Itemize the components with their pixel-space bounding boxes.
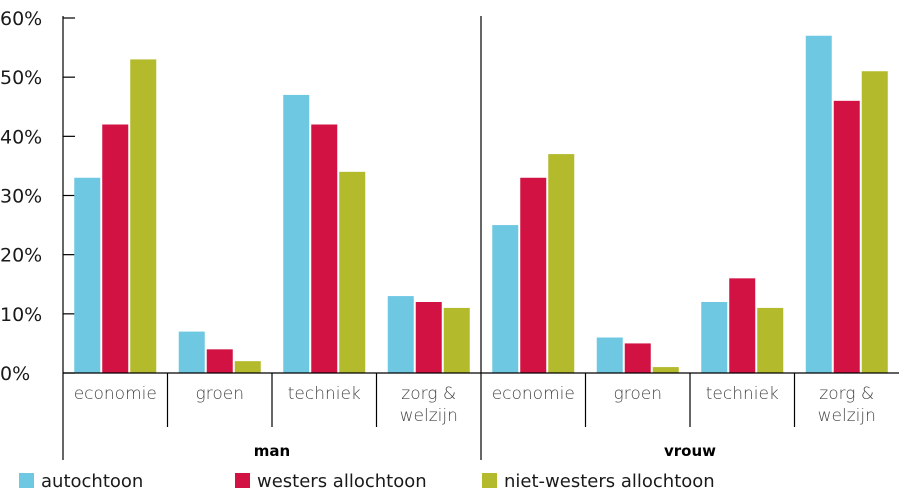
- legend-swatch: [482, 473, 497, 488]
- bar-vrouw-2: [548, 154, 575, 373]
- category-labels: economie groen techniek zorg &welzijneconom…: [74, 384, 876, 426]
- category-label: economie: [492, 384, 575, 404]
- category-label: zorg &: [401, 384, 456, 404]
- bar-vrouw-1: [833, 100, 860, 373]
- category-label: welzijn: [818, 406, 876, 426]
- y-tick-label: 30%: [0, 186, 42, 208]
- bar-man-1: [415, 302, 442, 373]
- bar-man-0: [178, 331, 205, 373]
- group-labels: man vrouw: [254, 442, 716, 460]
- bar-vrouw-1: [624, 343, 651, 373]
- y-tick-label: 0%: [0, 363, 30, 385]
- y-tick-label: 50%: [0, 67, 42, 89]
- bar-man-1: [311, 124, 338, 373]
- bar-vrouw-0: [701, 302, 728, 373]
- y-axis-ticks: 0% 10% 20% 30% 40% 50% 60%: [0, 8, 75, 385]
- axes: [62, 16, 899, 460]
- bar-man-0: [387, 296, 414, 373]
- bars: [74, 35, 888, 374]
- y-tick-label: 60%: [0, 8, 42, 30]
- bar-man-0: [283, 94, 310, 374]
- bar-man-2: [443, 307, 470, 373]
- y-tick-label: 40%: [0, 126, 42, 148]
- bar-man-1: [102, 124, 129, 373]
- group-label: man: [254, 442, 290, 460]
- bar-vrouw-2: [757, 307, 784, 373]
- legend: autochtoon westers allochtoon niet-westers…: [19, 471, 715, 490]
- bar-vrouw-1: [520, 177, 547, 373]
- y-tick-label: 10%: [0, 304, 42, 326]
- bar-vrouw-0: [492, 225, 519, 373]
- y-tick-label: 20%: [0, 245, 42, 267]
- bar-man-1: [206, 349, 233, 373]
- category-label: techniek: [288, 384, 361, 404]
- category-label: economie: [74, 384, 157, 404]
- category-label: groen: [614, 384, 662, 404]
- category-label: techniek: [706, 384, 779, 404]
- category-label: welzijn: [400, 406, 458, 426]
- bar-vrouw-0: [805, 35, 832, 373]
- legend-label: westers allochtoon: [257, 471, 427, 490]
- legend-label: niet-westers allochtoon: [504, 471, 715, 490]
- bar-vrouw-1: [729, 278, 756, 373]
- bar-vrouw-2: [652, 367, 679, 373]
- bar-man-2: [234, 361, 261, 373]
- category-label: groen: [196, 384, 244, 404]
- bar-vrouw-2: [861, 71, 888, 373]
- legend-swatch: [19, 473, 34, 488]
- legend-label: autochtoon: [41, 471, 143, 490]
- category-label: zorg &: [819, 384, 874, 404]
- bar-vrouw-0: [596, 337, 623, 373]
- group-label: vrouw: [664, 442, 716, 460]
- legend-swatch: [235, 473, 250, 488]
- bar-man-2: [130, 59, 157, 374]
- bar-man-0: [74, 177, 101, 373]
- bar-man-2: [339, 171, 366, 373]
